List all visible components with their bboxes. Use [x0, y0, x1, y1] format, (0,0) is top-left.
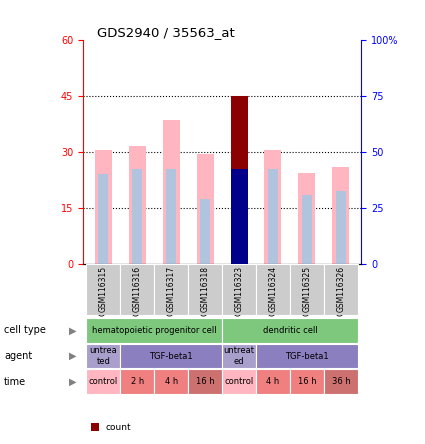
Bar: [188, 369, 222, 394]
Bar: [200, 199, 210, 264]
Bar: [332, 167, 349, 264]
Text: GSM116317: GSM116317: [167, 266, 176, 312]
Text: 16 h: 16 h: [298, 377, 316, 386]
Bar: [290, 369, 324, 394]
Bar: [188, 264, 222, 315]
Bar: [256, 369, 290, 394]
Bar: [256, 264, 290, 315]
Text: GDS2940 / 35563_at: GDS2940 / 35563_at: [97, 26, 235, 39]
Bar: [132, 169, 142, 264]
Bar: [86, 344, 120, 369]
Bar: [120, 369, 154, 394]
Bar: [129, 147, 146, 264]
Text: ▶: ▶: [68, 325, 76, 335]
Bar: [98, 174, 108, 264]
Text: dendritic cell: dendritic cell: [263, 326, 317, 335]
Bar: [86, 318, 222, 343]
Text: TGF-beta1: TGF-beta1: [285, 352, 329, 361]
Text: agent: agent: [4, 351, 32, 361]
Bar: [230, 169, 247, 264]
Text: GSM116323: GSM116323: [235, 266, 244, 312]
Text: GSM116325: GSM116325: [303, 266, 312, 312]
Text: control: control: [89, 377, 118, 386]
Bar: [154, 264, 188, 315]
Bar: [268, 169, 278, 264]
Bar: [336, 191, 346, 264]
Bar: [95, 150, 112, 264]
Bar: [86, 264, 120, 315]
Text: GSM116315: GSM116315: [99, 266, 108, 312]
Text: 36 h: 36 h: [332, 377, 350, 386]
Text: GSM116316: GSM116316: [133, 266, 142, 312]
Bar: [230, 96, 247, 264]
Text: untreat
ed: untreat ed: [224, 346, 255, 366]
Bar: [120, 344, 222, 369]
Bar: [302, 195, 312, 264]
Bar: [86, 369, 120, 394]
Bar: [290, 264, 324, 315]
Text: ▶: ▶: [68, 351, 76, 361]
Text: control: control: [224, 377, 254, 386]
Text: GSM116318: GSM116318: [201, 266, 210, 312]
Bar: [222, 264, 256, 315]
Text: count: count: [105, 423, 131, 432]
Bar: [163, 120, 180, 264]
Text: time: time: [4, 377, 26, 387]
Bar: [222, 344, 256, 369]
Text: 2 h: 2 h: [130, 377, 144, 386]
Bar: [166, 169, 176, 264]
Text: TGF-beta1: TGF-beta1: [149, 352, 193, 361]
Text: ▶: ▶: [68, 377, 76, 387]
Bar: [154, 369, 188, 394]
Text: GSM116324: GSM116324: [269, 266, 278, 312]
Bar: [197, 154, 214, 264]
Bar: [120, 264, 154, 315]
Text: GSM116326: GSM116326: [336, 266, 346, 312]
Text: 4 h: 4 h: [266, 377, 280, 386]
Bar: [222, 369, 256, 394]
Text: 4 h: 4 h: [164, 377, 178, 386]
Bar: [264, 150, 281, 264]
Text: untrea
ted: untrea ted: [89, 346, 117, 366]
Text: cell type: cell type: [4, 325, 46, 335]
Bar: [298, 173, 315, 264]
Bar: [324, 264, 358, 315]
Bar: [324, 369, 358, 394]
Text: hematopoietic progenitor cell: hematopoietic progenitor cell: [92, 326, 216, 335]
Bar: [222, 318, 358, 343]
Text: 16 h: 16 h: [196, 377, 214, 386]
Bar: [256, 344, 358, 369]
